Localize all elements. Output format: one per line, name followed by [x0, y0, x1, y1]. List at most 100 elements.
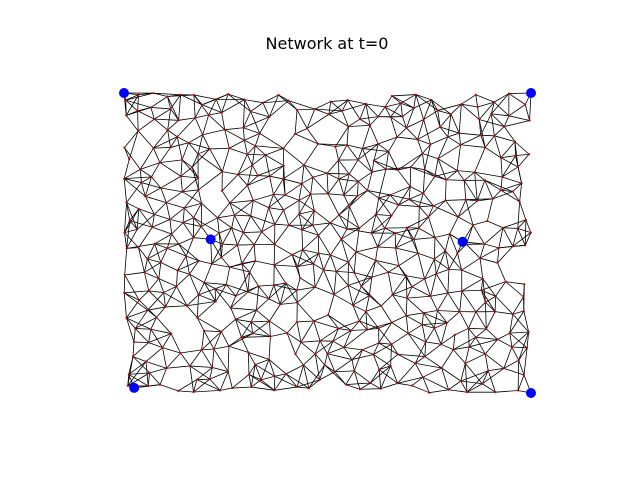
- network-edge: [397, 363, 416, 384]
- network-edge: [485, 301, 496, 312]
- network-node: [246, 153, 249, 156]
- network-edge: [508, 104, 526, 117]
- network-node: [282, 147, 285, 150]
- network-edge: [346, 227, 360, 230]
- network-edge: [150, 107, 171, 110]
- network-edge: [468, 328, 477, 338]
- network-edge: [335, 146, 339, 161]
- network-edge: [285, 364, 304, 375]
- network-node: [282, 164, 285, 167]
- network-node: [416, 138, 419, 141]
- network-edge: [194, 117, 204, 135]
- network-edge: [268, 207, 284, 211]
- network-edge: [345, 384, 361, 390]
- network-edge: [198, 189, 202, 204]
- network-node: [234, 318, 237, 321]
- network-edge: [434, 170, 458, 177]
- network-edge: [302, 249, 319, 254]
- network-edge: [447, 114, 452, 137]
- network-edge: [123, 292, 127, 318]
- network-edge: [217, 202, 231, 219]
- network-edge: [460, 370, 489, 382]
- network-edge: [202, 134, 211, 150]
- network-edge: [258, 284, 274, 287]
- network-edge: [253, 200, 269, 209]
- network-edge: [234, 214, 251, 217]
- network-edge: [330, 214, 340, 224]
- network-node: [264, 153, 267, 157]
- network-edge: [486, 198, 494, 222]
- network-edge: [250, 321, 254, 334]
- network-edge: [484, 339, 498, 355]
- network-edge: [166, 365, 190, 369]
- network-edge: [378, 194, 391, 199]
- network-node: [153, 242, 156, 245]
- network-edge: [434, 237, 446, 252]
- network-edge: [136, 208, 140, 230]
- network-edge: [260, 375, 275, 381]
- network-edge: [468, 337, 477, 348]
- network-node: [496, 338, 499, 341]
- network-node: [323, 363, 326, 366]
- network-edge: [351, 359, 355, 371]
- network-edge: [327, 294, 335, 316]
- network-edge: [201, 203, 218, 219]
- network-edge: [346, 126, 349, 146]
- network-edge: [265, 147, 284, 156]
- network-edge: [303, 164, 328, 174]
- network-node: [468, 345, 471, 349]
- network-node: [484, 352, 487, 356]
- network-edge: [125, 99, 152, 108]
- network-edge: [367, 322, 392, 330]
- network-edge: [189, 273, 199, 295]
- network-edge: [517, 228, 531, 234]
- network-edge: [362, 125, 371, 149]
- network-node: [181, 221, 185, 224]
- network-edge: [203, 330, 215, 350]
- network-edge: [134, 328, 149, 343]
- network-edge: [191, 167, 199, 190]
- network-node: [474, 336, 477, 339]
- network-edge: [434, 322, 448, 329]
- network-edge: [296, 364, 304, 388]
- network-edge: [447, 132, 460, 138]
- network-node: [256, 174, 260, 177]
- network-node: [128, 158, 131, 161]
- network-edge: [212, 367, 229, 372]
- network-edge: [127, 356, 134, 386]
- network-node: [210, 262, 213, 265]
- network-edge: [330, 254, 337, 272]
- network-edge: [346, 228, 372, 234]
- network-edge: [511, 346, 520, 361]
- network-node: [149, 328, 152, 331]
- network-edge: [269, 176, 274, 195]
- network-edge: [279, 283, 287, 305]
- network-edge: [458, 133, 461, 145]
- network-edge: [450, 114, 460, 134]
- network-node: [369, 381, 372, 385]
- network-node: [377, 142, 380, 146]
- network-edge: [460, 134, 481, 146]
- network-edge: [159, 384, 179, 392]
- network-edge: [500, 155, 516, 159]
- network-edge: [497, 247, 500, 263]
- network-edge: [348, 285, 370, 297]
- network-edge: [140, 169, 152, 178]
- network-node: [215, 98, 218, 101]
- network-node: [390, 94, 394, 98]
- network-node: [250, 320, 253, 324]
- network-node: [412, 106, 416, 110]
- network-edge: [493, 93, 510, 103]
- network-node: [444, 199, 447, 202]
- network-edge: [149, 367, 167, 374]
- network-edge: [227, 371, 233, 389]
- network-edge: [124, 232, 139, 248]
- network-node: [155, 316, 158, 319]
- network-edge: [346, 206, 350, 230]
- network-node: [446, 135, 449, 138]
- network-edge: [169, 207, 185, 220]
- network-edge: [178, 243, 200, 262]
- network-node: [446, 291, 449, 295]
- network-edge: [500, 141, 516, 159]
- network-node: [302, 363, 305, 367]
